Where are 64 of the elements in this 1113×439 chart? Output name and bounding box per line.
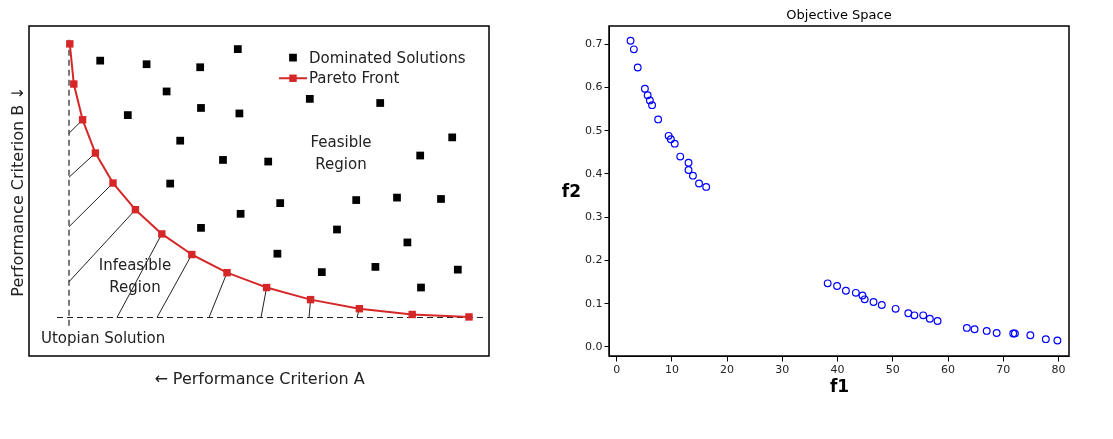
point (851, 288, 860, 297)
point (925, 314, 934, 323)
x-tick-label: 70 (996, 362, 1011, 376)
point (643, 91, 652, 100)
y-tick-label: 0.3 (585, 210, 603, 224)
point (869, 297, 878, 306)
point (695, 179, 703, 188)
point (684, 166, 693, 174)
x-tick-label: 30 (775, 362, 790, 376)
point (688, 171, 697, 180)
point (1041, 335, 1050, 344)
text: Utopian Solution (41, 329, 166, 348)
point (910, 311, 919, 320)
point (823, 279, 832, 288)
point (933, 317, 942, 325)
x-tick-label: 60 (941, 362, 956, 376)
point (633, 63, 642, 72)
point (919, 311, 928, 320)
point (891, 304, 900, 313)
point (1053, 336, 1062, 345)
y-tick-label: 0.6 (585, 80, 603, 94)
chart-title: Objective Space (786, 7, 892, 22)
y-tick-label: 0.5 (585, 123, 603, 137)
point (1026, 331, 1035, 340)
point (982, 326, 991, 335)
point (645, 96, 654, 105)
point (670, 139, 679, 148)
text: Dominated Solutions (309, 48, 466, 67)
x-tick-label: 10 (664, 362, 679, 376)
x-axis-title: f1 (829, 375, 850, 396)
x-tick-label: 40 (830, 362, 845, 376)
point (833, 281, 842, 290)
point (626, 36, 635, 45)
y-tick-label: 0.7 (585, 37, 603, 51)
point (684, 158, 693, 167)
point (654, 115, 663, 124)
point (962, 323, 971, 332)
x-tick-label: 20 (720, 362, 735, 376)
point (841, 286, 850, 295)
point (664, 131, 673, 140)
text: Pareto Front (309, 69, 400, 88)
y-tick-label: 0.4 (585, 166, 603, 180)
x-tick-label: 50 (885, 362, 900, 376)
point (666, 135, 675, 144)
point (992, 329, 1001, 338)
y-tick-label: 0.2 (585, 253, 603, 267)
point (640, 84, 649, 93)
point (860, 295, 869, 304)
point (648, 101, 657, 110)
point (877, 301, 886, 309)
x-tick-label: 80 (1051, 362, 1066, 376)
point (904, 309, 913, 318)
y-tick-label: 0.1 (585, 296, 603, 310)
point (702, 182, 711, 191)
y-tick-label: 0.0 (585, 339, 603, 353)
point (629, 45, 638, 54)
point (676, 152, 685, 161)
y-axis-title: f2 (561, 180, 582, 201)
point (970, 325, 979, 334)
x-tick-label: 0 (613, 362, 621, 376)
point (858, 291, 867, 300)
text: Feasible Region (310, 132, 372, 173)
text: ← Performance Criterion A (154, 368, 365, 388)
text: Performance Criterion B ↓ (7, 86, 27, 297)
